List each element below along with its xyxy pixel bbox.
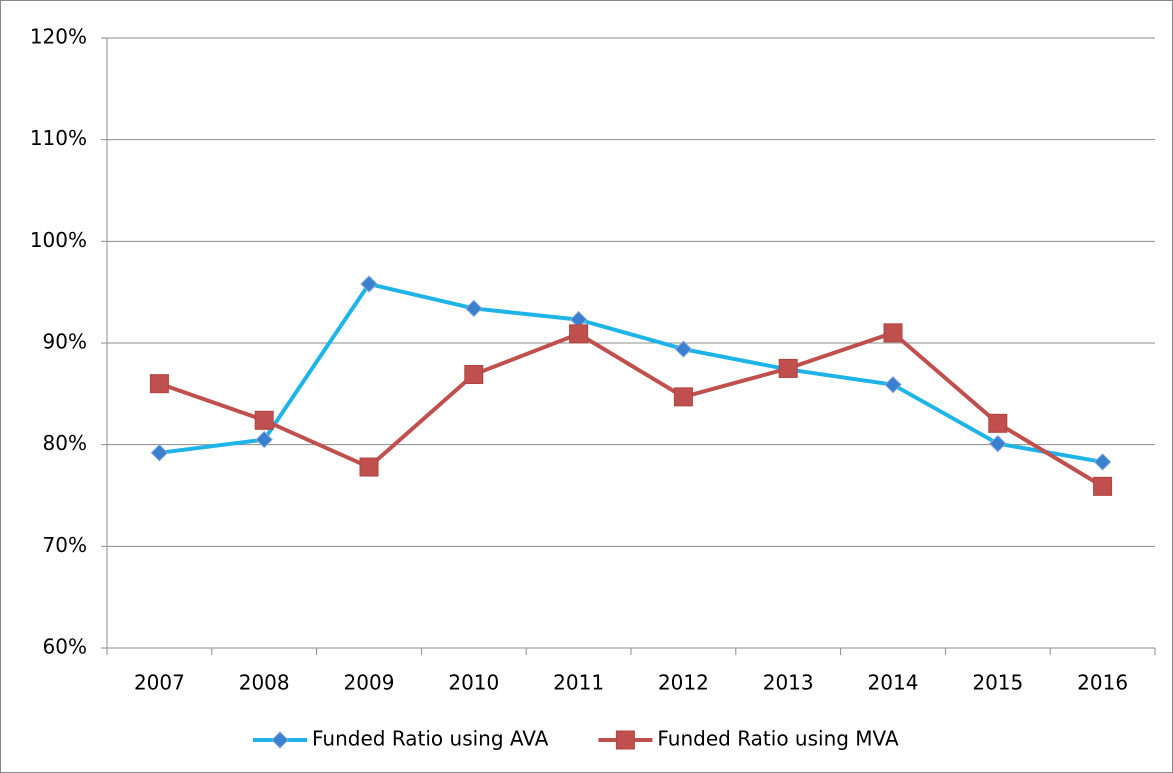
y-tick-label: 90% bbox=[43, 330, 87, 354]
x-tick-label: 2014 bbox=[868, 671, 919, 695]
data-point bbox=[569, 324, 589, 344]
data-point bbox=[1093, 453, 1112, 471]
y-tick-label: 80% bbox=[43, 431, 87, 455]
data-point bbox=[674, 340, 693, 358]
x-tick-label: 2013 bbox=[763, 671, 814, 695]
x-tick-label: 2007 bbox=[134, 671, 185, 695]
data-point bbox=[778, 358, 798, 378]
data-point bbox=[464, 365, 484, 385]
data-point bbox=[360, 275, 378, 293]
x-tick-label: 2008 bbox=[239, 671, 290, 695]
data-point bbox=[1093, 476, 1113, 496]
y-tick-label: 70% bbox=[43, 533, 87, 557]
data-point bbox=[884, 375, 902, 394]
data-point bbox=[988, 413, 1008, 433]
y-tick-label: 60% bbox=[43, 635, 87, 659]
legend-marker bbox=[271, 731, 289, 749]
data-point bbox=[989, 434, 1007, 453]
data-point bbox=[254, 410, 274, 430]
x-tick-label: 2011 bbox=[553, 671, 604, 695]
y-tick-label: 110% bbox=[30, 126, 87, 150]
data-point bbox=[465, 299, 483, 318]
data-point bbox=[149, 374, 169, 394]
x-tick-label: 2009 bbox=[344, 671, 395, 695]
x-tick-label: 2016 bbox=[1077, 671, 1128, 695]
x-tick-label: 2012 bbox=[658, 671, 709, 695]
data-point bbox=[673, 387, 693, 407]
data-point bbox=[255, 430, 273, 449]
data-point bbox=[883, 323, 903, 343]
data-point bbox=[359, 457, 379, 477]
y-tick-label: 120% bbox=[30, 25, 87, 49]
series-line bbox=[158, 330, 1104, 489]
legend-label: Funded Ratio using AVA bbox=[312, 727, 549, 751]
data-point bbox=[150, 444, 169, 462]
legend-marker bbox=[615, 730, 635, 750]
legend-label: Funded Ratio using MVA bbox=[657, 727, 899, 751]
x-tick-label: 2010 bbox=[448, 671, 499, 695]
y-tick-label: 100% bbox=[30, 228, 87, 252]
x-tick-label: 2015 bbox=[972, 671, 1023, 695]
series-line bbox=[159, 282, 1103, 464]
